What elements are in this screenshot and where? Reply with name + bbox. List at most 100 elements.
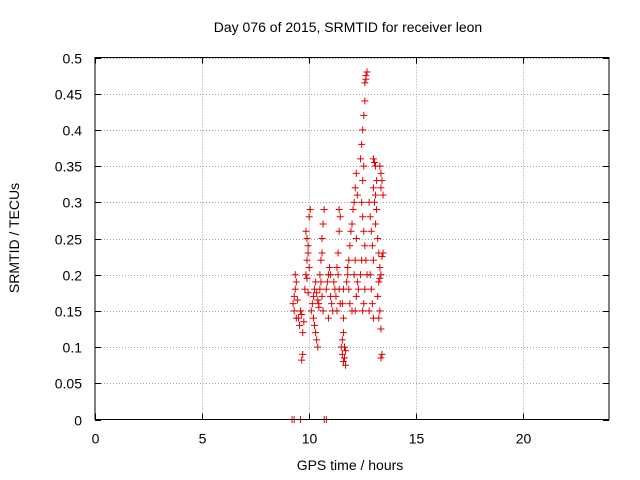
data-point [359, 177, 367, 185]
data-point [300, 318, 308, 326]
data-point [336, 213, 344, 221]
data-point [292, 278, 300, 286]
x-tick-label: 5 [199, 431, 207, 447]
data-point [305, 263, 313, 271]
data-point [319, 307, 327, 315]
data-point [333, 263, 341, 271]
data-point [376, 274, 384, 282]
data-point [328, 300, 336, 308]
data-point [357, 271, 365, 279]
data-point [350, 271, 358, 279]
data-point [301, 285, 309, 293]
data-point [306, 206, 314, 214]
data-point [334, 249, 342, 257]
data-point [369, 155, 377, 163]
data-point [361, 242, 369, 250]
data-point [375, 278, 383, 286]
data-point [305, 213, 313, 221]
data-point [352, 169, 360, 177]
data-point [367, 227, 375, 235]
data-point [360, 162, 368, 170]
data-point [372, 220, 380, 228]
data-point [351, 307, 359, 315]
data-point [303, 235, 311, 242]
data-point [319, 220, 327, 228]
data-point [344, 271, 352, 279]
y-tick-label: 0.3 [63, 195, 83, 211]
data-point [379, 249, 387, 257]
data-point [303, 274, 311, 282]
data-point [302, 227, 310, 235]
data-point [339, 329, 347, 337]
data-point [341, 354, 349, 362]
data-point [302, 271, 310, 279]
data-point [324, 314, 332, 322]
data-point [368, 242, 376, 250]
data-point [334, 271, 342, 279]
data-point [304, 242, 312, 250]
data-point [369, 184, 377, 192]
data-point [290, 292, 298, 300]
data-point [296, 321, 304, 329]
data-point [307, 307, 315, 315]
y-tick-label: 0.4 [63, 123, 83, 139]
data-point [377, 184, 385, 192]
data-point [358, 198, 366, 206]
data-point [361, 97, 369, 105]
data-point [359, 126, 367, 134]
data-point [378, 177, 386, 185]
x-tick-label: 15 [409, 431, 425, 447]
data-point [348, 220, 356, 228]
data-point [315, 300, 323, 308]
data-point [342, 347, 350, 355]
data-point [318, 235, 326, 242]
data-point [374, 235, 382, 242]
data-point [349, 206, 357, 214]
data-point [309, 292, 317, 300]
y-tick-label: 0.5 [63, 51, 83, 67]
data-point [363, 68, 371, 76]
y-tick-label: 0.45 [55, 87, 82, 103]
plot-frame [94, 57, 610, 420]
x-tick-label: 20 [516, 431, 532, 447]
y-tick-label: 0 [74, 413, 82, 429]
data-point [373, 206, 381, 214]
data-point [351, 256, 359, 264]
data-point [314, 343, 322, 351]
data-point [332, 292, 340, 300]
data-point [366, 271, 374, 279]
data-point [293, 296, 301, 304]
data-point [304, 249, 312, 257]
data-point [290, 307, 298, 315]
data-point [333, 307, 341, 315]
data-point [352, 292, 360, 300]
y-tick-label: 0.25 [55, 232, 82, 248]
data-point [372, 191, 380, 199]
data-point [345, 285, 353, 293]
data-point [359, 213, 367, 221]
data-point [353, 278, 361, 286]
data-point [291, 285, 299, 293]
data-point [358, 256, 366, 264]
data-point [317, 278, 325, 286]
x-tick-labels: 0 5 10 15 20 [92, 431, 532, 447]
data-point [370, 158, 378, 166]
data-point [338, 336, 346, 344]
data-point [376, 263, 384, 271]
data-point [361, 285, 369, 293]
data-point [335, 206, 343, 214]
data-point [347, 227, 355, 235]
data-point [376, 307, 384, 315]
data-point [341, 343, 349, 351]
data-point [316, 285, 324, 293]
y-axis-title: SRMTID / TECUs [6, 183, 22, 293]
data-point [318, 249, 326, 257]
data-point [312, 329, 320, 337]
data-point [352, 235, 360, 242]
data-point [318, 292, 326, 300]
y-tick-label: 0.1 [63, 340, 83, 356]
grid-lines [95, 57, 609, 420]
data-point [299, 350, 307, 358]
data-point [339, 314, 347, 322]
data-point [360, 300, 368, 308]
